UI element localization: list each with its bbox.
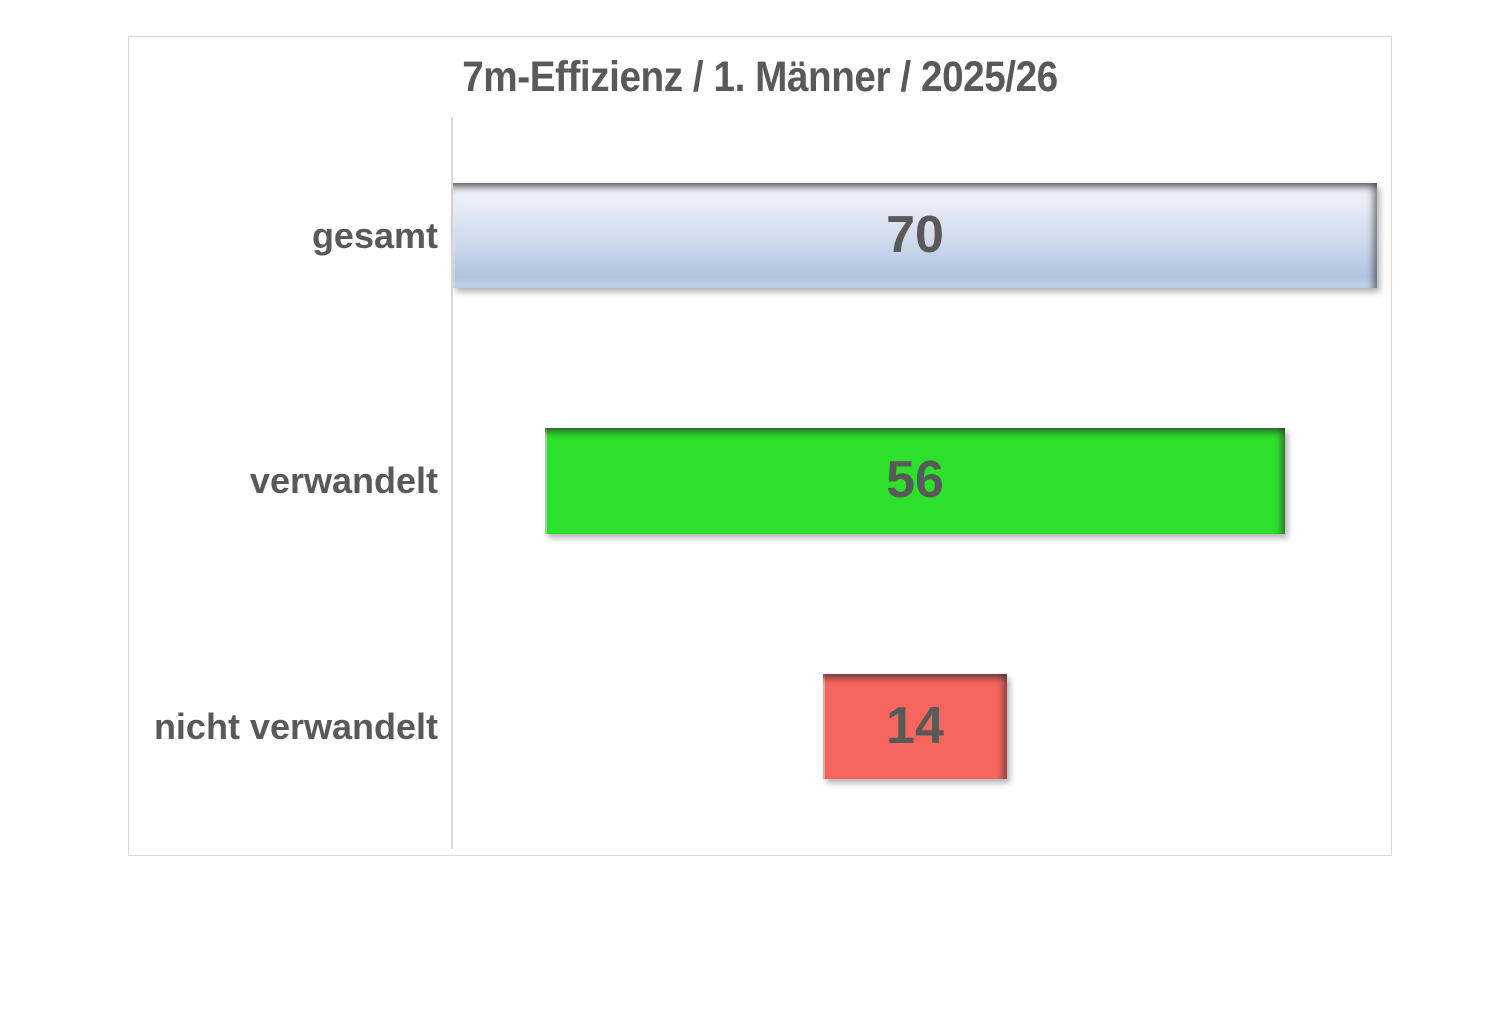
bar-value-nicht-verwandelt: 14: [886, 696, 944, 755]
plot-area-row-0: 70: [453, 183, 1377, 288]
category-label-gesamt: gesamt: [311, 214, 438, 256]
bar-nicht-verwandelt: 14: [822, 674, 1008, 779]
bar-verwandelt: 56: [545, 428, 1285, 534]
plot-area-row-1: 56: [453, 428, 1377, 534]
bar-row-nicht-verwandelt: nicht verwandelt 14: [129, 674, 1377, 779]
bar-gesamt: 70: [453, 183, 1377, 288]
category-label-verwandelt: verwandelt: [249, 460, 438, 501]
chart-frame: 7m-Effizienz / 1. Männer / 2025/26 gesam…: [128, 36, 1392, 856]
bar-row-verwandelt: verwandelt 56: [129, 428, 1377, 534]
chart-title: 7m-Effizienz / 1. Männer / 2025/26: [462, 53, 1058, 101]
category-label-nicht-verwandelt: nicht verwandelt: [153, 705, 438, 747]
bar-value-gesamt: 70: [886, 205, 944, 264]
bar-value-verwandelt: 56: [886, 450, 944, 509]
plot-area-row-2: 14: [453, 674, 1377, 779]
y-axis-line: [451, 117, 453, 849]
bar-row-gesamt: gesamt 70: [129, 183, 1377, 288]
